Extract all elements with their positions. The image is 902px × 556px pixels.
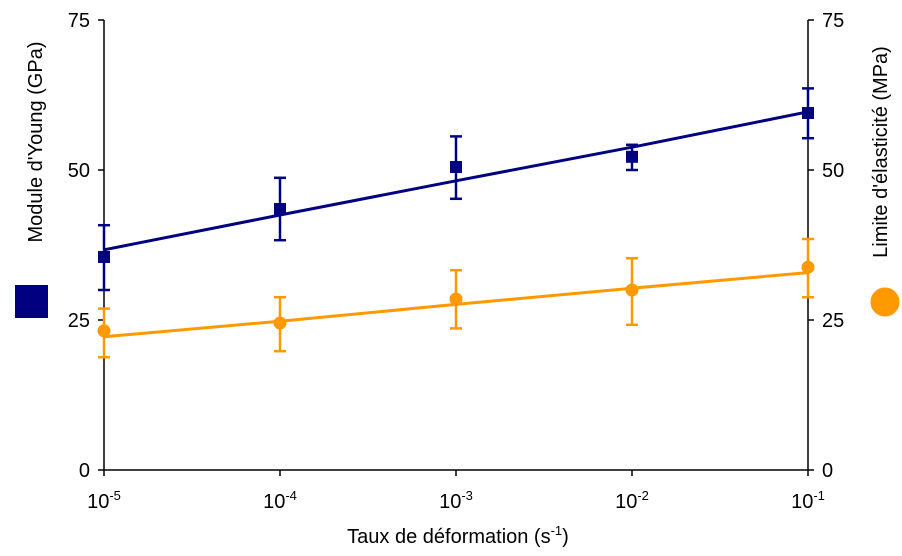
data-point-circle: [801, 260, 815, 274]
left-y-tick-label: 25: [68, 310, 90, 332]
axes: [103, 20, 809, 471]
right-y-tick-label: 50: [822, 160, 844, 182]
series-square: [98, 87, 814, 292]
right-legend-circle-icon: [870, 287, 900, 317]
ticks: 10-5 10-4 10-3 10-2 10-1 0 25 50 75 0 25 50 75: [68, 10, 845, 513]
x-axis-title: Taux de déformation (s-1): [347, 523, 569, 548]
left-y-tick-label: 50: [68, 160, 90, 182]
x-tick-label: 10-3: [439, 488, 473, 513]
data-point-circle: [449, 292, 463, 306]
x-tick-label: 10-4: [263, 488, 297, 513]
right-y-axis-title: Limite d'élasticité (MPa): [870, 46, 892, 258]
left-y-axis-title: Module d'Young (GPa): [25, 42, 47, 243]
data-point-square: [802, 107, 814, 119]
right-y-tick-label: 25: [822, 310, 844, 332]
left-y-tick-label: 0: [79, 460, 90, 482]
data-point-square: [626, 150, 638, 163]
x-tick-label: 10-2: [615, 488, 649, 513]
data-point-circle: [273, 316, 287, 330]
left-legend-square-icon: [15, 285, 48, 318]
x-tick-label: 10-1: [791, 488, 825, 513]
series-layer: [97, 87, 815, 359]
data-point-circle: [625, 283, 639, 297]
left-y-tick-label: 75: [68, 10, 90, 32]
data-point-square: [450, 161, 462, 173]
data-point-circle: [97, 324, 111, 338]
right-y-tick-label: 0: [822, 460, 833, 482]
data-point-square: [274, 203, 286, 215]
data-point-square: [98, 251, 110, 263]
x-tick-label: 10-5: [87, 488, 121, 513]
right-y-tick-label: 75: [822, 10, 844, 32]
series-circle: [97, 237, 815, 359]
